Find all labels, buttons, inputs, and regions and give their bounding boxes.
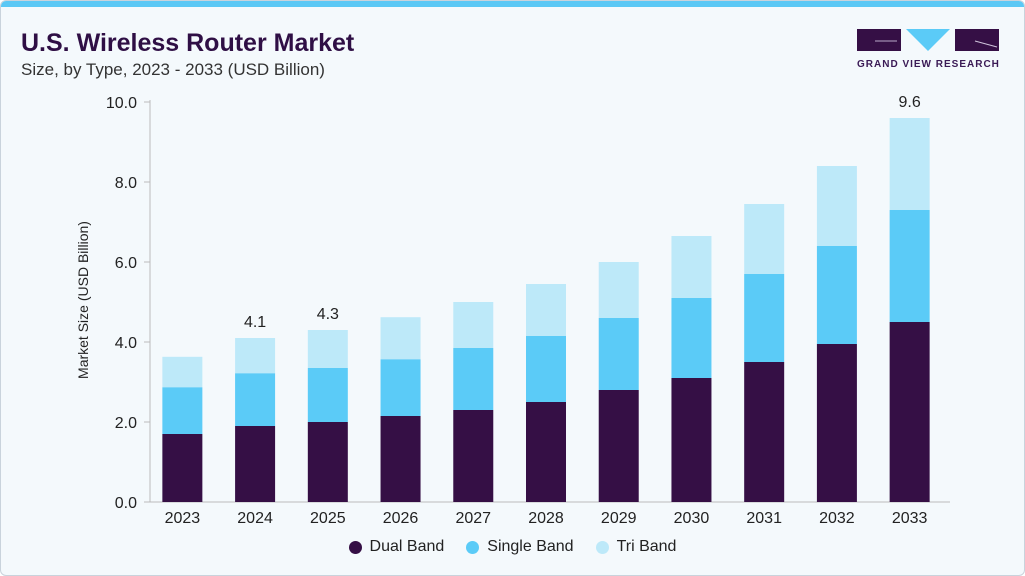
legend: Dual Band Single Band Tri Band <box>0 538 1025 556</box>
chart-subtitle: Size, by Type, 2023 - 2033 (USD Billion) <box>21 60 325 79</box>
bar-single-band-2024 <box>235 373 276 426</box>
legend-item: Dual Band <box>348 538 445 556</box>
bar-dual-band-2024 <box>235 426 276 502</box>
bar-tri-band-2025 <box>307 330 348 368</box>
bar-dual-band-2023 <box>162 434 203 502</box>
legend-item: Tri Band <box>595 538 677 556</box>
bar-single-band-2032 <box>816 246 857 344</box>
bar-single-band-2030 <box>671 298 712 378</box>
bar-tri-band-2030 <box>671 236 712 298</box>
y-axis-title: Market Size (USD Billion) <box>75 221 91 379</box>
bar-dual-band-2030 <box>671 378 712 502</box>
bar-dual-band-2026 <box>380 416 421 502</box>
bar-single-band-2025 <box>307 368 348 422</box>
x-tick-label: 2031 <box>746 510 782 527</box>
y-tick-label: 8.0 <box>115 175 137 192</box>
bar-tri-band-2026 <box>380 317 421 360</box>
x-tick-label: 2030 <box>674 510 710 527</box>
x-tick-label: 2029 <box>601 510 637 527</box>
bar-single-band-2023 <box>162 387 203 434</box>
x-tick-label: 2024 <box>237 510 273 527</box>
chart-title: U.S. Wireless Router Market <box>21 29 355 57</box>
x-tick-label: 2028 <box>528 510 564 527</box>
accent-bar <box>1 1 1024 7</box>
bar-single-band-2026 <box>380 359 421 416</box>
data-label-2024: 4.1 <box>244 314 266 331</box>
bar-tri-band-2031 <box>744 204 785 274</box>
bar-tri-band-2023 <box>162 356 203 388</box>
bar-single-band-2027 <box>453 348 494 410</box>
x-tick-label: 2032 <box>819 510 855 527</box>
legend-swatch <box>348 540 362 554</box>
y-tick-label: 10.0 <box>106 95 137 112</box>
x-tick-label: 2027 <box>455 510 491 527</box>
bar-dual-band-2025 <box>307 422 348 502</box>
x-tick-label: 2026 <box>383 510 419 527</box>
x-tick-label: 2033 <box>892 510 928 527</box>
bar-single-band-2028 <box>526 336 566 402</box>
bar-tri-band-2033 <box>889 118 930 210</box>
bar-dual-band-2028 <box>526 402 566 502</box>
bar-tri-band-2028 <box>526 284 566 336</box>
y-tick-label: 2.0 <box>115 415 137 432</box>
bar-dual-band-2027 <box>453 410 494 502</box>
bar-single-band-2031 <box>744 274 785 362</box>
y-tick-label: 6.0 <box>115 255 137 272</box>
legend-swatch <box>595 540 609 554</box>
grand-view-research-logo <box>857 29 999 51</box>
bar-tri-band-2029 <box>598 262 639 318</box>
legend-label: Dual Band <box>369 538 445 555</box>
x-tick-label: 2025 <box>310 510 346 527</box>
bar-dual-band-2033 <box>889 322 930 502</box>
bar-dual-band-2031 <box>744 362 785 502</box>
legend-item: Single Band <box>466 538 574 556</box>
data-label-2033: 9.6 <box>899 94 921 111</box>
data-label-2025: 4.3 <box>317 306 339 323</box>
y-tick-label: 4.0 <box>115 335 137 352</box>
bar-single-band-2029 <box>598 318 639 390</box>
legend-label: Single Band <box>487 538 574 555</box>
bar-dual-band-2032 <box>816 344 857 502</box>
bar-tri-band-2027 <box>453 302 494 348</box>
legend-swatch <box>466 540 480 554</box>
legend-label: Tri Band <box>616 538 677 555</box>
bar-tri-band-2032 <box>816 166 857 246</box>
bar-tri-band-2024 <box>235 338 276 374</box>
bar-dual-band-2029 <box>598 390 639 502</box>
logo-text: GRAND VIEW RESEARCH <box>857 59 1000 70</box>
x-tick-label: 2023 <box>165 510 201 527</box>
bar-single-band-2033 <box>889 210 930 322</box>
y-tick-label: 0.0 <box>115 495 137 512</box>
